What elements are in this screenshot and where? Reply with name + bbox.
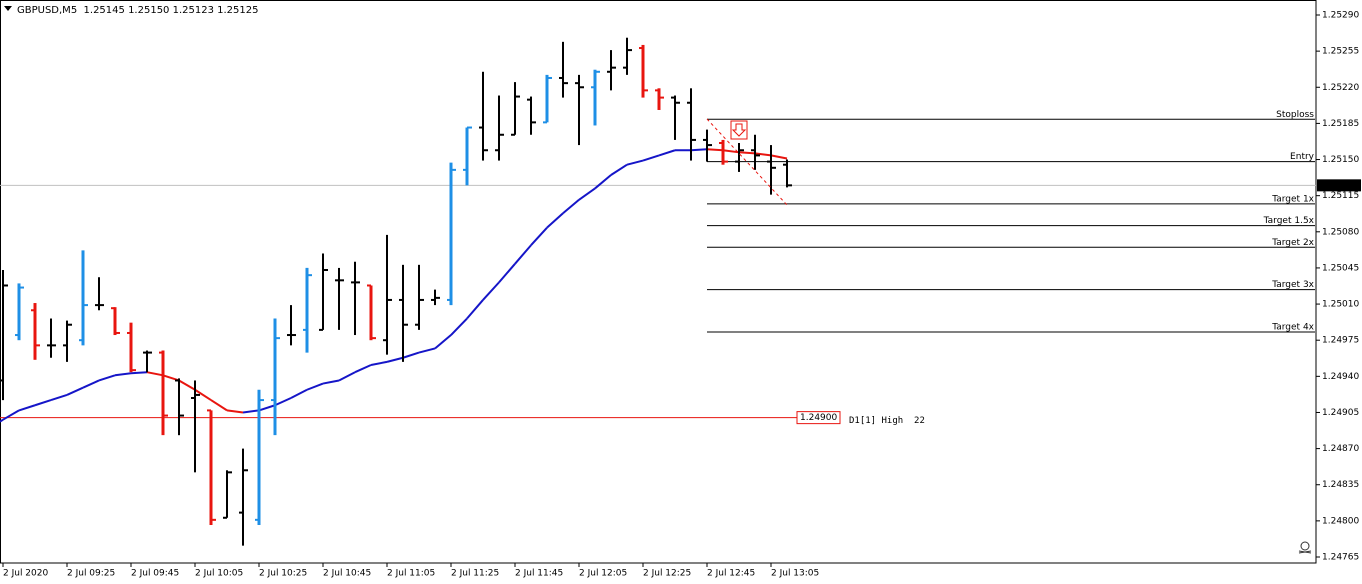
moving-average: [578, 187, 596, 201]
moving-average-lead: [0, 418, 4, 423]
skull-icon: [1298, 541, 1312, 554]
moving-average: [322, 379, 340, 385]
plot: 1.25290 1.25255 1.25220 1.25185 1.25150 1.251…: [0, 11, 1361, 579]
trade-level-label: Target 1x: [1271, 194, 1314, 204]
x-tick-label: 2 Jul 12:45: [707, 569, 755, 579]
current-price-label: 1.25125: [1321, 181, 1358, 191]
y-tick-label: 1.25150: [1322, 155, 1359, 165]
x-tick-label: 2 Jul 13:05: [771, 569, 819, 579]
plot-frame: [0, 0, 1317, 564]
y-tick-label: 1.25185: [1322, 119, 1359, 129]
moving-average: [82, 379, 100, 389]
moving-average: [66, 386, 84, 396]
moving-average: [482, 281, 500, 301]
y-tick-label: 1.24905: [1322, 408, 1359, 418]
y-tick-label: 1.25045: [1322, 263, 1359, 273]
y-tick-label: 1.25290: [1322, 11, 1359, 21]
moving-average: [690, 148, 708, 152]
x-tick-label: 2 Jul 10:25: [259, 569, 307, 579]
y-tick-label: 1.25255: [1322, 47, 1359, 57]
moving-average: [706, 148, 724, 152]
moving-average: [114, 372, 132, 377]
high-level-value: 1.24900: [800, 413, 837, 423]
moving-average: [274, 397, 292, 407]
y-tick-label: 1.25010: [1322, 300, 1359, 310]
y-tick-label: 1.24975: [1322, 336, 1359, 346]
chart-title: GBPUSD,M5 1.25145 1.25150 1.25123 1.2512…: [17, 5, 258, 16]
moving-average: [210, 399, 228, 412]
moving-average: [738, 151, 756, 155]
x-tick-label: 2 Jul 10:45: [323, 569, 371, 579]
menu-arrow[interactable]: [4, 6, 12, 11]
trade-level-label: Entry: [1290, 152, 1315, 162]
moving-average: [34, 399, 52, 407]
moving-average: [626, 159, 644, 166]
current-price-box: [1317, 179, 1361, 192]
moving-average: [498, 263, 516, 284]
high-level-box: [796, 411, 841, 425]
y-tick-label: 1.24870: [1322, 444, 1359, 454]
moving-average: [546, 212, 564, 229]
y-tick-label: 1.25220: [1322, 83, 1359, 93]
moving-average: [770, 154, 788, 160]
moving-average: [194, 388, 212, 401]
moving-average: [610, 163, 628, 176]
moving-average: [2, 409, 20, 421]
x-tick-label: 2 Jul 10:05: [195, 569, 243, 579]
x-tick-label: 2 Jul 12:25: [643, 569, 691, 579]
moving-average: [306, 382, 324, 391]
y-tick-label: 1.24835: [1322, 480, 1359, 490]
x-tick-label: 2 Jul 2020: [3, 569, 48, 579]
moving-average: [178, 379, 196, 391]
moving-average: [450, 317, 468, 336]
y-tick-label: 1.25115: [1322, 191, 1359, 201]
x-tick-label: 2 Jul 12:05: [579, 569, 627, 579]
moving-average: [402, 351, 420, 359]
moving-average: [658, 149, 676, 157]
moving-average: [386, 356, 404, 363]
moving-average: [754, 152, 772, 157]
moving-average: [354, 364, 372, 374]
moving-average: [258, 404, 276, 412]
x-tick-label: 2 Jul 11:45: [515, 569, 563, 579]
trade-level-label: Target 4x: [1271, 322, 1314, 332]
moving-average: [242, 409, 260, 414]
y-tick-label: 1.25080: [1322, 227, 1359, 237]
moving-average: [370, 360, 388, 366]
signal-arrow: [731, 123, 747, 137]
moving-average: [290, 388, 308, 399]
moving-average: [338, 371, 356, 382]
moving-average: [530, 226, 548, 246]
y-tick-label: 1.24800: [1322, 516, 1359, 526]
trade-level-label: Target 2x: [1271, 238, 1314, 248]
y-tick-label: 1.24765: [1322, 553, 1359, 563]
x-tick-label: 2 Jul 09:45: [131, 569, 179, 579]
moving-average: [50, 393, 68, 402]
moving-average: [594, 174, 612, 190]
moving-average: [98, 374, 116, 382]
moving-average: [642, 154, 660, 162]
moving-average: [434, 334, 452, 350]
trade-path: [706, 118, 788, 206]
high-level-text: D1[1] High 22: [849, 416, 925, 426]
moving-average: [466, 299, 484, 320]
x-tick-label: 2 Jul 11:05: [387, 569, 435, 579]
trade-level-label: Target 3x: [1271, 280, 1314, 290]
trade-level-label: Stoploss: [1276, 110, 1314, 120]
x-tick-label: 2 Jul 09:25: [67, 569, 115, 579]
moving-average: [130, 371, 148, 375]
moving-average: [562, 199, 580, 214]
x-tick-label: 2 Jul 11:25: [451, 569, 499, 579]
moving-average: [226, 409, 244, 414]
moving-average: [722, 149, 740, 154]
y-tick-label: 1.24940: [1322, 372, 1359, 382]
trade-level-label: Target 1.5x: [1263, 216, 1315, 226]
moving-average: [418, 347, 436, 354]
moving-average: [18, 404, 36, 412]
signal-box: [730, 120, 748, 140]
moving-average: [514, 244, 532, 265]
moving-average: [146, 371, 164, 377]
